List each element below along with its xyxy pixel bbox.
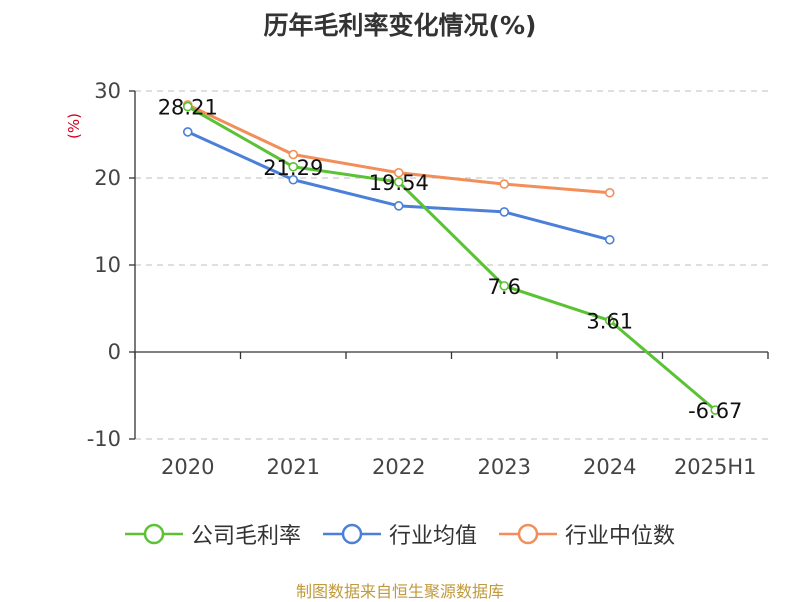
data-label: 7.6: [488, 275, 521, 299]
legend-item-company[interactable]: 公司毛利率: [124, 518, 301, 550]
data-point: [499, 207, 510, 217]
data-point: [288, 161, 299, 172]
legend-line-marker-icon: [124, 523, 183, 545]
data-point: [288, 149, 299, 160]
x-tick-label: 2024: [583, 455, 636, 479]
legend-marker: [143, 523, 165, 545]
legend-label: 行业中位数: [565, 524, 676, 549]
data-label: 19.54: [369, 171, 429, 195]
data-label: 3.61: [586, 310, 633, 334]
legend-label: 行业均值: [388, 524, 477, 549]
y-tick-label: 30: [94, 79, 121, 103]
data-point: [499, 179, 510, 189]
gridlines: [135, 90, 768, 440]
y-tick-label: -10: [87, 427, 121, 451]
data-point: [182, 101, 193, 112]
legend-label: 公司毛利率: [190, 524, 301, 549]
data-point: [604, 315, 615, 326]
y-tick-label: 20: [94, 166, 121, 190]
x-tick-label: 2020: [161, 455, 214, 479]
data-label: 28.21: [158, 96, 218, 120]
legend-marker: [517, 523, 539, 545]
legend-item-industry-mean[interactable]: 行业均值: [322, 518, 477, 550]
x-tick-label: 2022: [372, 455, 425, 479]
legend: 公司毛利率 行业均值 行业中位数: [0, 518, 800, 550]
y-axis-unit-label: (%): [65, 113, 83, 139]
data-point: [393, 167, 404, 178]
legend-marker: [341, 523, 363, 545]
data-point: [604, 234, 615, 245]
source-note: 制图数据来自恒生聚源数据库: [295, 582, 504, 601]
data-point: [182, 127, 193, 137]
axes: 30 20 10 0 -10 2020 2021 2022 2023 2024 2025H1: [87, 79, 769, 479]
series-lines: [182, 100, 721, 415]
legend-item-industry-median[interactable]: 行业中位数: [499, 518, 675, 550]
data-point: [499, 281, 510, 291]
legend-line-marker-icon: [499, 523, 557, 545]
chart-title: 历年毛利率变化情况(%): [263, 11, 537, 40]
x-tick-label: 2021: [267, 455, 320, 479]
data-point: [710, 405, 721, 415]
data-labels: 28.21 21.29 19.54 7.6 3.61 -6.67: [158, 96, 743, 423]
data-point: [604, 187, 615, 198]
data-label: -6.67: [688, 399, 742, 423]
x-tick-label: 2025H1: [674, 455, 757, 479]
y-tick-label: 0: [108, 340, 121, 364]
data-point: [393, 201, 404, 211]
series-line: [187, 105, 717, 412]
x-tick-label: 2023: [478, 455, 531, 479]
data-point: [393, 177, 404, 187]
data-label: 21.29: [263, 156, 323, 180]
data-point: [288, 174, 299, 185]
legend-line-marker-icon: [322, 523, 381, 545]
y-tick-label: 10: [94, 253, 121, 277]
